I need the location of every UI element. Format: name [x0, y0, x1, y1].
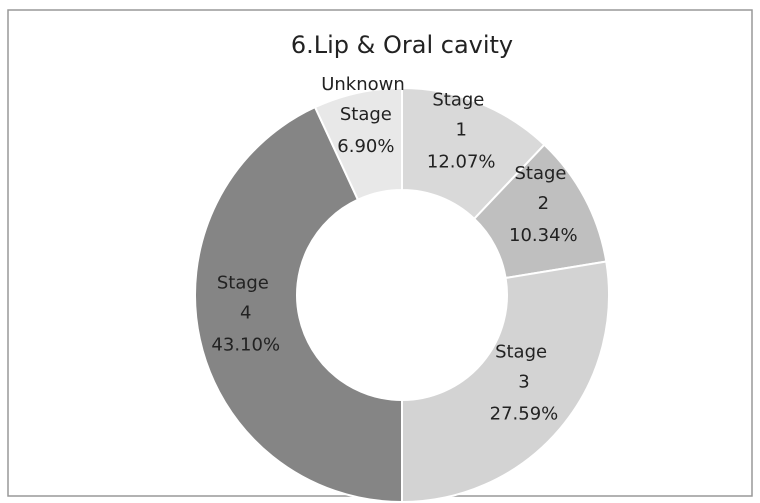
- slice-label: Stage 3: [495, 342, 553, 393]
- donut-slice: [194, 105, 403, 503]
- slice-value-label: 43.10%: [211, 334, 280, 355]
- slice-label: Stage 1: [432, 89, 490, 140]
- donut-slice: [313, 86, 403, 202]
- chart-title: 6.Lip & Oral cavity: [291, 31, 513, 59]
- slice-label: Stage 2: [514, 163, 572, 214]
- slice-value-label: 27.59%: [490, 404, 559, 425]
- slice-value-label: 10.34%: [509, 225, 578, 246]
- slice-value-label: 12.07%: [427, 151, 496, 172]
- donut-slice: [401, 260, 610, 503]
- slice-label: Stage 4: [217, 272, 275, 323]
- slice-label: Unknown Stage: [321, 74, 410, 125]
- slice-value-label: 6.90%: [337, 136, 394, 157]
